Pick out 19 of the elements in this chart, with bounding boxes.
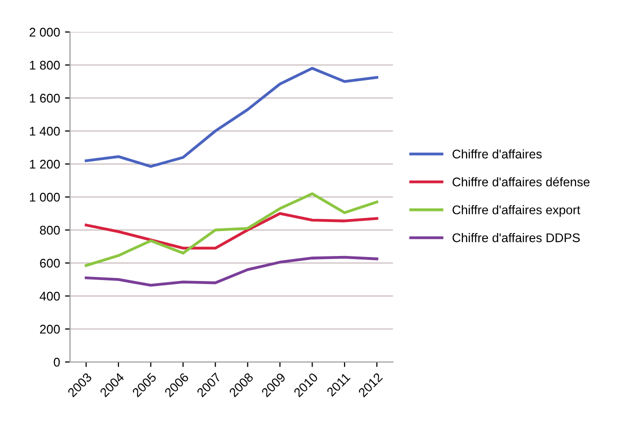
y-tick-label: 2 000 [30, 28, 60, 37]
y-tick-label: 1 200 [30, 160, 60, 169]
legend-label: Chiffre d'affaires défense [452, 177, 590, 186]
line-series [84, 212, 378, 250]
y-tick-label: 0 [54, 358, 60, 367]
y-tick-label: 400 [40, 292, 60, 301]
line-series [84, 66, 378, 168]
y-tick-label: 600 [40, 258, 60, 268]
y-tick-label: 800 [40, 226, 60, 235]
y-tick-label: 200 [40, 324, 60, 334]
y-tick-label: 1 400 [30, 126, 60, 136]
legend-label: Chiffre d'affaires DDPS [452, 233, 580, 242]
legend-label: Chiffre d'affaires [452, 149, 542, 158]
line-series [84, 192, 378, 267]
line-series [84, 256, 378, 287]
y-tick-label: 1 600 [30, 94, 60, 103]
y-tick-label: 1 800 [30, 60, 60, 70]
y-tick-label: 1 000 [30, 192, 60, 202]
legend-label: Chiffre d'affaires export [452, 205, 580, 217]
